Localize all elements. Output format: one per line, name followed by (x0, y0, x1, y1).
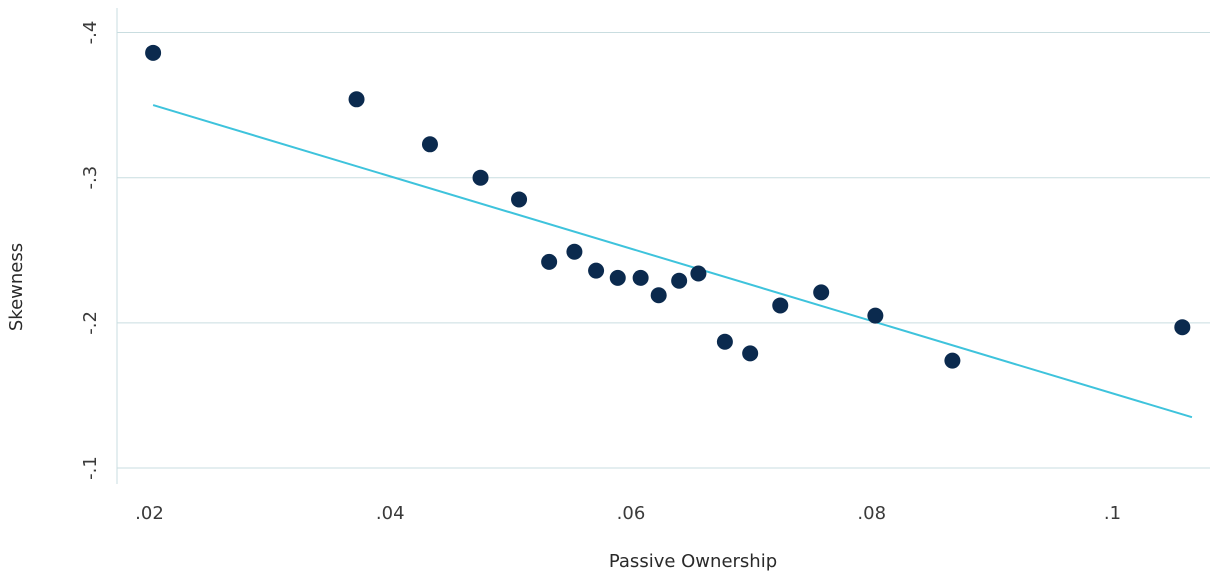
data-point (1174, 319, 1191, 336)
grid-lines (117, 32, 1210, 469)
y-tick-label: -.3 (80, 166, 101, 190)
data-point (348, 91, 365, 108)
x-tick-label: .06 (617, 503, 646, 524)
data-point (511, 191, 528, 208)
data-point (650, 287, 667, 304)
x-tick-label: .08 (857, 503, 886, 524)
y-tick-label: -.2 (80, 311, 101, 335)
data-points (145, 44, 1191, 369)
x-tick-labels: .02 .04 .06 .08 .1 (135, 503, 1121, 524)
x-tick-label: .02 (135, 503, 164, 524)
data-point (772, 297, 789, 314)
data-point (472, 169, 489, 186)
data-point (588, 262, 605, 279)
data-point (716, 333, 733, 350)
data-point (867, 307, 884, 324)
data-point (813, 284, 830, 301)
x-axis-title: Passive Ownership (609, 551, 777, 572)
y-tick-label: -.4 (80, 21, 101, 45)
data-point (566, 243, 583, 260)
y-tick-labels: -.4 -.3 -.2 -.1 (80, 21, 101, 480)
data-point (541, 253, 558, 270)
data-point (145, 44, 162, 61)
data-point (671, 272, 688, 289)
y-tick-label: -.1 (80, 456, 101, 480)
data-point (421, 136, 438, 153)
fit-line-layer (152, 104, 1193, 419)
x-tick-label: .04 (376, 503, 405, 524)
x-tick-label: .1 (1104, 503, 1121, 524)
fit-line (152, 104, 1193, 419)
data-point (632, 269, 649, 286)
y-axis-title: Skewness (6, 243, 27, 331)
data-point (742, 345, 759, 362)
data-point (690, 265, 707, 282)
data-point (944, 352, 961, 369)
data-point (609, 269, 626, 286)
